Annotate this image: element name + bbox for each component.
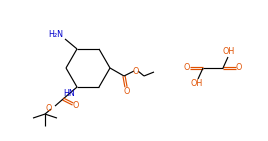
Text: O: O	[184, 63, 190, 72]
Text: OH: OH	[223, 48, 235, 57]
Text: HN: HN	[63, 89, 75, 98]
Text: O: O	[124, 86, 130, 95]
Text: O: O	[73, 101, 79, 110]
Text: O: O	[133, 67, 139, 75]
Text: H₂N: H₂N	[48, 30, 63, 39]
Text: O: O	[236, 63, 242, 72]
Text: OH: OH	[191, 80, 203, 89]
Text: O: O	[46, 103, 52, 113]
